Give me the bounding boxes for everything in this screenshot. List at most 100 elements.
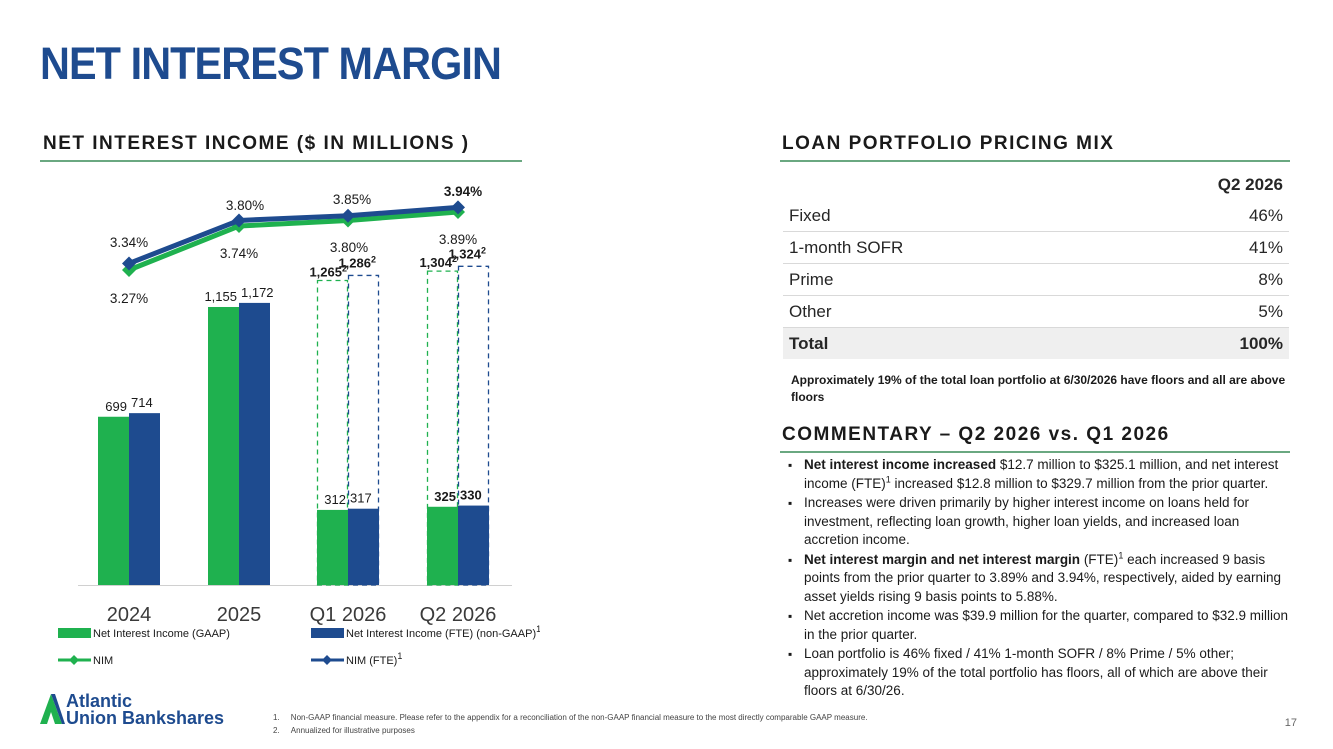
commentary-bullet: Loan portfolio is 46% fixed / 41% 1-mont… (786, 645, 1291, 701)
legend-nim-fte-label: NIM (FTE)1 (346, 651, 402, 667)
annualized-gaap-label: 1,2652 (309, 264, 347, 280)
pricing-row: 1-month SOFR 41% (783, 231, 1289, 264)
legend-nim-fte-marker (322, 655, 332, 665)
pricing-row-value: 5% (1097, 295, 1289, 328)
pricing-header-row: Q2 2026 (783, 170, 1289, 200)
commentary-rule (780, 451, 1290, 453)
annualized-fte-label: 1,2862 (338, 254, 376, 270)
pricing-column-header: Q2 2026 (1217, 175, 1283, 194)
annualized-fte-label: 1,3242 (448, 245, 486, 261)
nii-fte-bar (129, 413, 160, 585)
pricing-row-value: 46% (1097, 200, 1289, 232)
nii-gaap-value-label: 699 (105, 399, 127, 414)
nii-fte-bar (348, 508, 379, 585)
nim-fte-value-label: 3.85% (333, 192, 371, 207)
bullet-text: Loan portfolio is 46% fixed / 41% 1-mont… (804, 646, 1268, 698)
bullet-text: (FTE) (1080, 551, 1119, 567)
commentary-bullet: Net accretion income was $39.9 million f… (786, 607, 1291, 644)
commentary-title: COMMENTARY – Q2 2026 vs. Q1 2026 (782, 424, 1170, 445)
x-tick-label: 2024 (107, 604, 152, 626)
pricing-row-label: Other (783, 295, 1097, 328)
nim-fte-value-label: 3.94% (444, 184, 482, 199)
nim-fte-line (128, 204, 459, 266)
nim-value-label: 3.89% (439, 232, 477, 247)
nii-fte-bar (458, 505, 489, 585)
commentary-bullet: Net interest margin and net interest mar… (786, 551, 1291, 607)
page-number: 17 (1284, 717, 1297, 729)
x-tick-label: Q1 2026 (310, 604, 387, 626)
pricing-row-label: Fixed (783, 200, 1097, 232)
pricing-row: Fixed 46% (783, 200, 1289, 232)
legend-nii-fte-label: Net Interest Income (FTE) (non-GAAP)1 (346, 624, 540, 640)
nii-gaap-value-label: 1,155 (204, 289, 237, 304)
nim-value-label: 3.74% (220, 246, 258, 261)
legend-nim-marker (69, 655, 79, 665)
nim-fte-marker (451, 200, 465, 215)
bullet-text: $12.7 million to $325.1 million, and net… (804, 457, 1279, 491)
nim-fte-marker (341, 208, 355, 223)
pricing-row: Other 5% (783, 295, 1289, 328)
pricing-section-title: LOAN PORTFOLIO PRICING MIX (782, 133, 1115, 154)
bullet-text: increased $12.8 million to $329.7 millio… (890, 475, 1269, 491)
nii-fte-value-label: 330 (460, 488, 482, 503)
logo-line-2: Union Bankshares (66, 708, 225, 728)
nii-fte-value-label: 317 (350, 491, 372, 506)
commentary-bullet: Net interest income increased $12.7 mill… (786, 456, 1291, 493)
nii-gaap-bar (98, 416, 129, 585)
nim-line (128, 209, 459, 273)
bullet-bold-text: Net interest margin and net interest mar… (804, 551, 1081, 567)
pricing-row-value: 41% (1097, 231, 1289, 264)
nii-fte-bar (239, 302, 270, 585)
annualized-gaap-box (316, 279, 349, 586)
logo-line-1: Atlantic (66, 691, 133, 711)
footnotes: 1. Non-GAAP financial measure. Please re… (273, 711, 868, 737)
x-tick-label: Q2 2026 (420, 604, 497, 626)
pricing-total-row: Total 100% (783, 327, 1289, 359)
nii-gaap-value-label: 312 (324, 492, 346, 507)
pricing-row-label: Prime (783, 263, 1097, 296)
footnote-2: 2. Annualized for illustrative purposes (273, 726, 415, 735)
annualized-gaap-label: 1,3042 (419, 254, 457, 270)
atlantic-union-logo-icon (40, 694, 65, 724)
commentary-list: Net interest income increased $12.7 mill… (786, 456, 1291, 702)
nim-value-label: 3.27% (110, 291, 148, 306)
nim-fte-marker (232, 213, 246, 228)
commentary-bullet: Increases were driven primarily by highe… (786, 494, 1291, 550)
footnote-marker: 1 (885, 474, 891, 484)
nii-section-title: NET INTEREST INCOME ($ IN MILLIONS ) (43, 133, 470, 154)
footnote-1: 1. Non-GAAP financial measure. Please re… (273, 713, 868, 722)
pricing-total-row-label: Total (783, 327, 1097, 359)
floors-note: Approximately 19% of the total loan port… (791, 373, 1286, 404)
nii-gaap-bar (208, 306, 239, 585)
pricing-row-label: 1-month SOFR (783, 231, 1097, 264)
nii-gaap-bar (427, 506, 458, 585)
nii-gaap-bar (317, 509, 348, 585)
page-title: NET INTEREST MARGIN (40, 38, 502, 89)
x-tick-label: 2025 (217, 604, 262, 626)
pricing-total-row-value: 100% (1097, 327, 1289, 359)
nii-fte-value-label: 1,172 (241, 285, 274, 300)
nii-fte-value-label: 714 (131, 395, 153, 410)
footnote-marker: 1 (1118, 550, 1124, 560)
nim-fte-value-label: 3.80% (226, 198, 264, 213)
pricing-table: Q2 2026 Fixed 46% 1-month SOFR 41% Prime 8% Ot… (783, 170, 1289, 359)
company-logo-text: Atlantic Union Bankshares (66, 691, 225, 728)
pricing-row: Prime 8% (783, 263, 1289, 296)
nim-value-label: 3.80% (330, 240, 368, 255)
bullet-bold-text: Net interest income increased (804, 457, 997, 472)
legend-nii-gaap-label: Net Interest Income (GAAP) (93, 628, 230, 640)
pricing-table-wrap: Q2 2026 Fixed 46% 1-month SOFR 41% Prime 8% Ot… (783, 170, 1289, 359)
pricing-header-blank (783, 170, 1097, 200)
nii-section-rule (40, 160, 522, 162)
legend-nii-fte-swatch (311, 628, 344, 638)
legend-nii-gaap-swatch (58, 628, 91, 638)
bullet-text: each increased 9 basis points from the p… (804, 551, 1282, 604)
nim-fte-marker (122, 256, 136, 271)
nii-gaap-value-label: 325 (434, 489, 456, 504)
bullet-text: Net accretion income was $39.9 million f… (804, 608, 1288, 642)
legend-nim-label: NIM (93, 655, 113, 667)
nim-fte-value-label: 3.34% (110, 235, 148, 250)
pricing-row-value: 8% (1097, 263, 1289, 296)
bullet-text: Increases were driven primarily by highe… (804, 495, 1249, 547)
